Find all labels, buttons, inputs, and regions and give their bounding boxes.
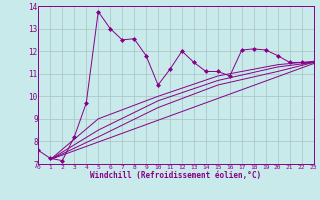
X-axis label: Windchill (Refroidissement éolien,°C): Windchill (Refroidissement éolien,°C) — [91, 171, 261, 180]
